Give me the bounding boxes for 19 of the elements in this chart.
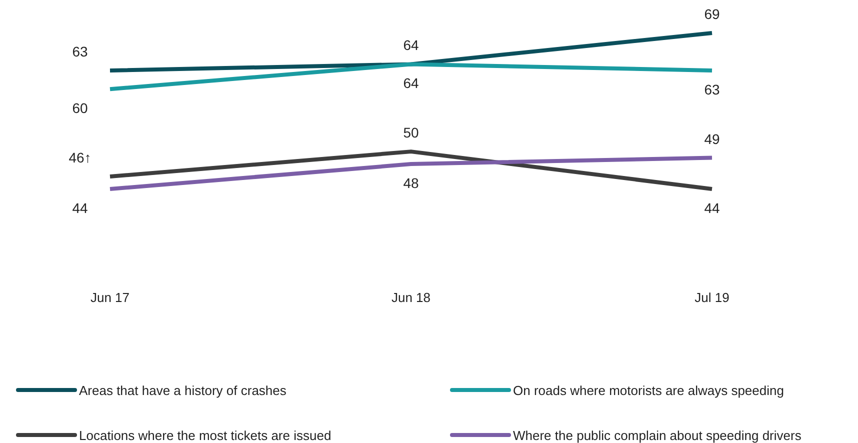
data-label: 46↑	[68, 150, 92, 166]
data-label: 64	[403, 75, 419, 92]
legend-label: Where the public complain about speeding drivers	[513, 428, 802, 443]
data-label: 48	[403, 175, 419, 192]
x-tick-label: Jun 18	[391, 290, 431, 305]
x-tick-label: Jul 19	[694, 290, 730, 305]
data-label: 50	[403, 124, 419, 141]
legend-label: On roads where motorists are always speeding	[513, 383, 784, 398]
data-label: 49	[704, 130, 720, 147]
data-label: 69	[704, 6, 720, 22]
data-label: 44	[704, 200, 720, 216]
data-label: 63	[704, 81, 720, 98]
data-label: 63	[72, 43, 88, 60]
data-label: 44	[72, 200, 88, 216]
data-label: 64	[403, 37, 419, 54]
x-tick-label: Jun 17	[90, 290, 130, 305]
legend-label: Locations where the most tickets are issued	[79, 428, 332, 443]
legend-label: Areas that have a history of crashes	[79, 383, 287, 398]
data-label: 60	[72, 100, 88, 116]
